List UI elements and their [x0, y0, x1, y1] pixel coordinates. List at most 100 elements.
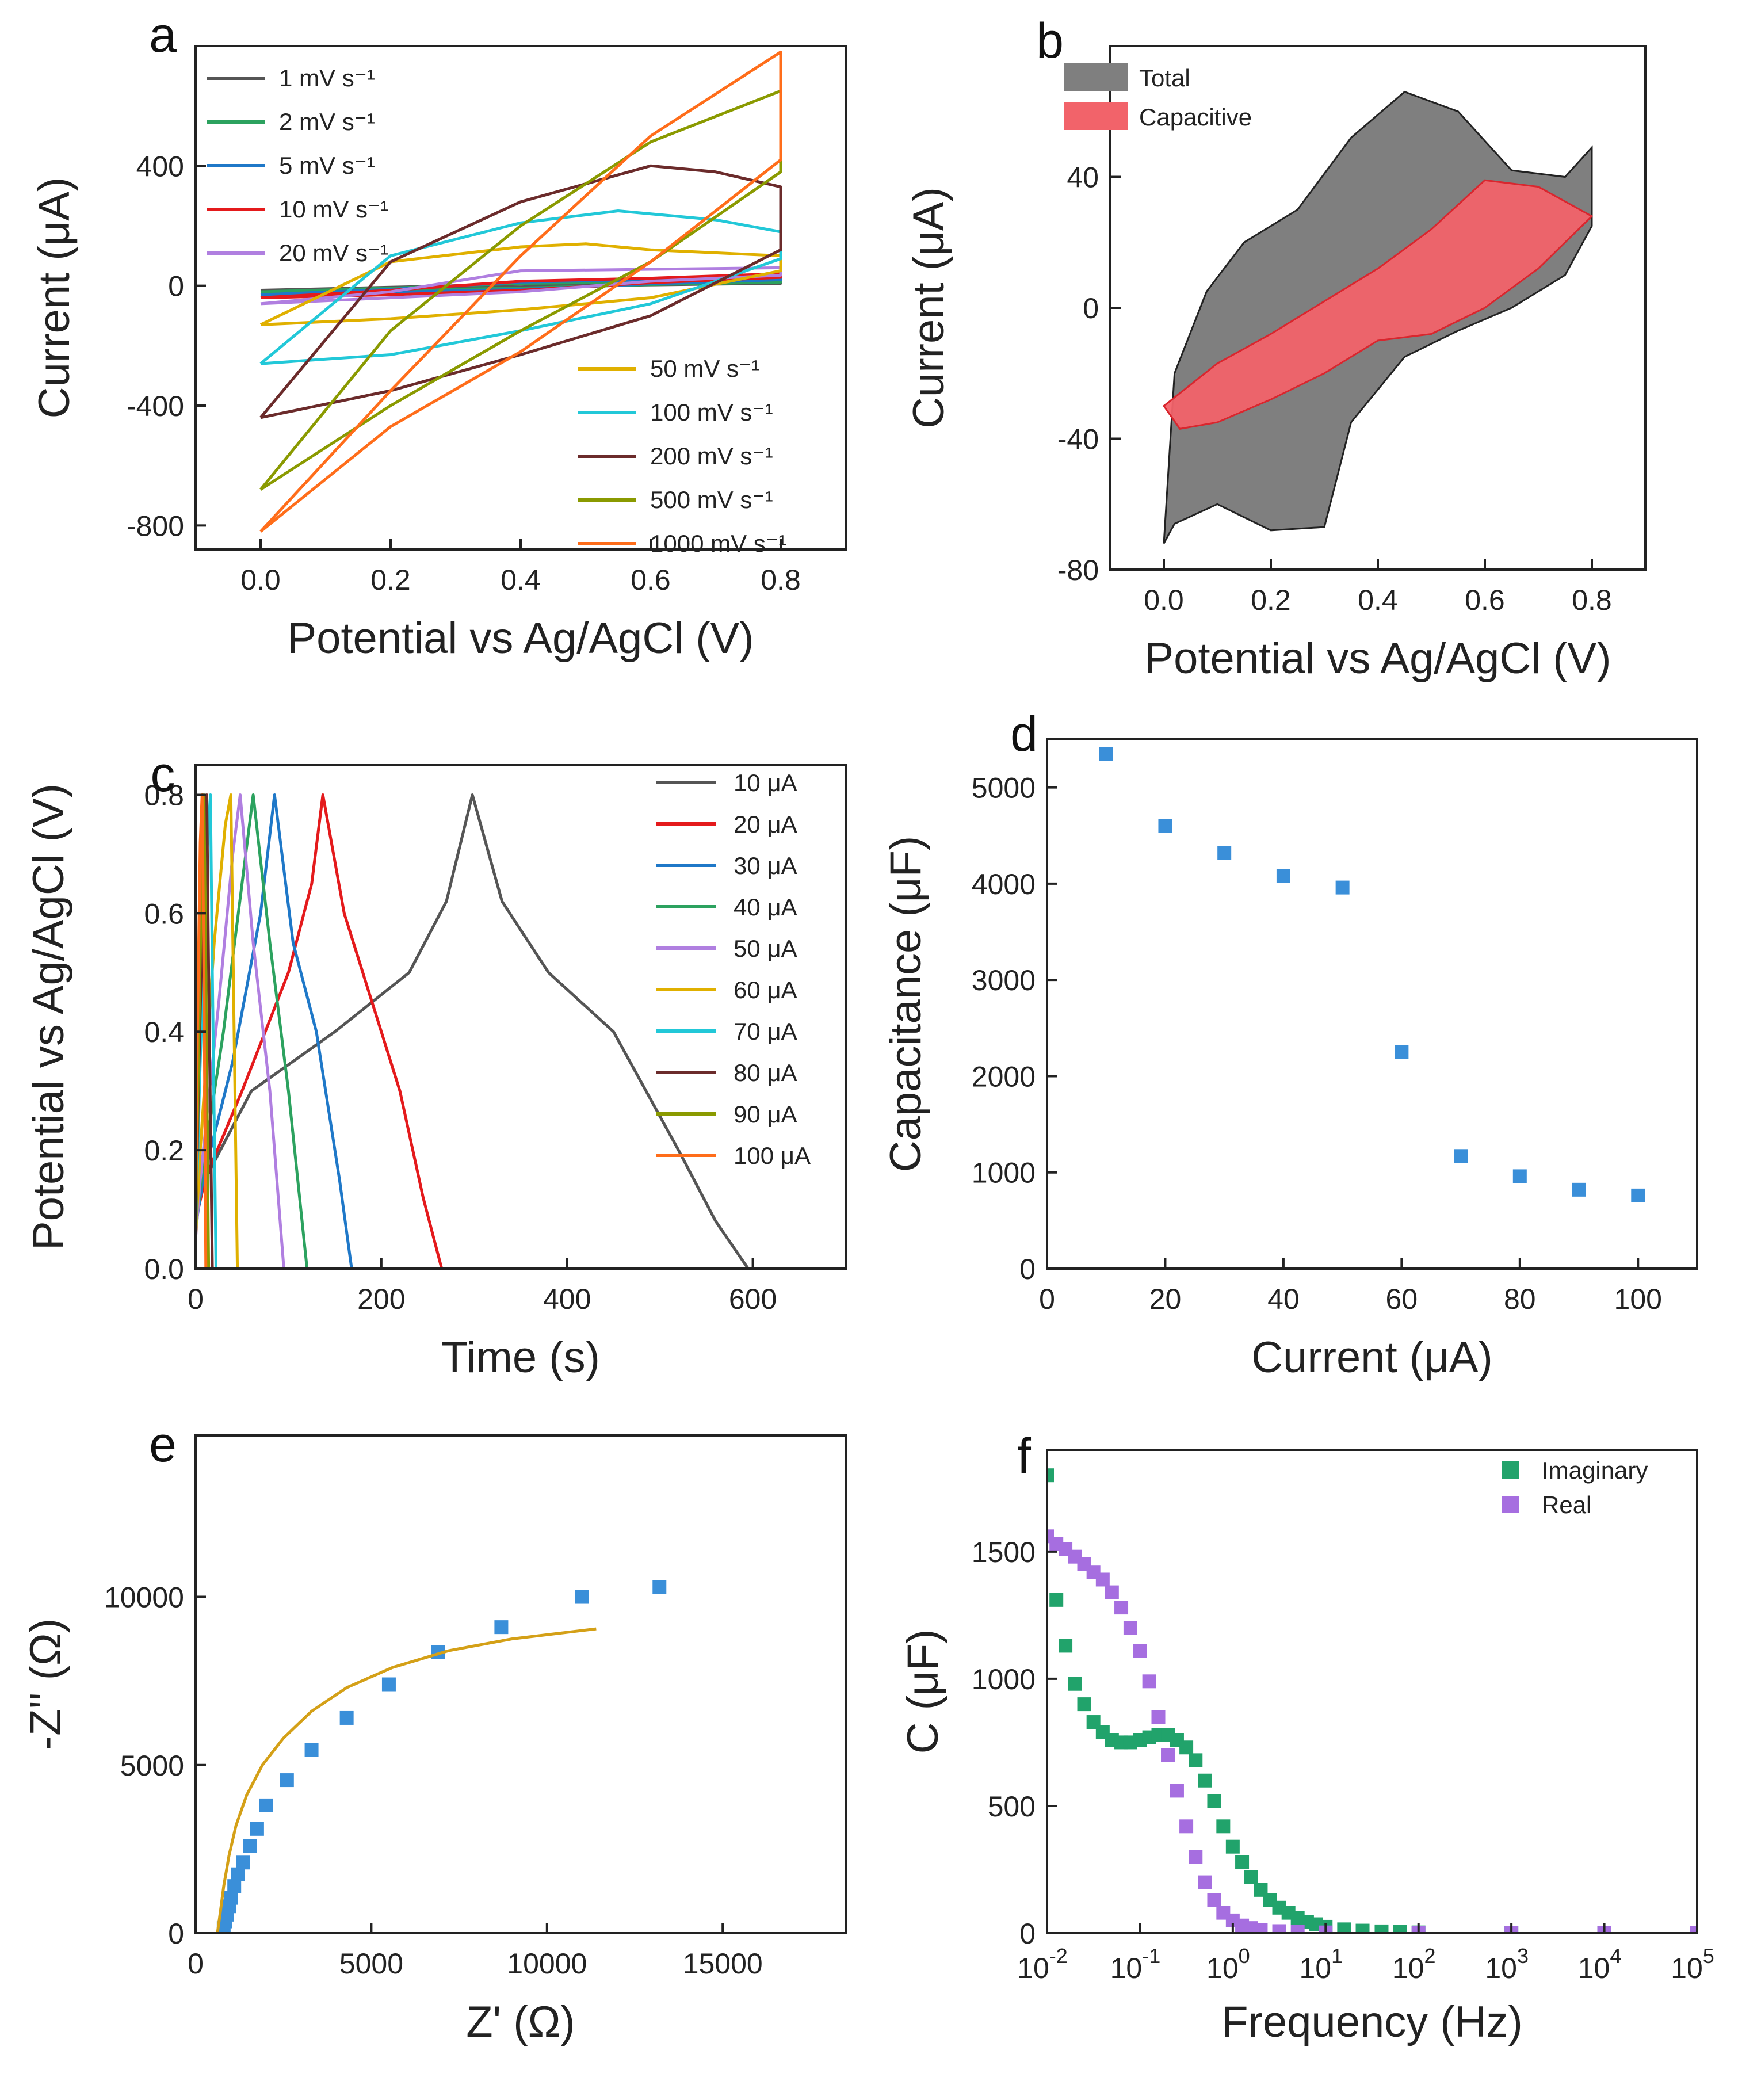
- x-tick-base: 10: [1671, 1952, 1703, 1984]
- x-tick-label-f-0: 10-2: [1017, 1944, 1068, 1984]
- data-point-d-0-9: [1631, 1188, 1645, 1202]
- plot-area-a: [259, 50, 782, 533]
- data-point-f-1-17: [1198, 1875, 1212, 1889]
- y-tick-label-a-2: 0: [168, 270, 184, 303]
- data-point-e-0-18: [652, 1580, 667, 1594]
- data-point-d-0-0: [1099, 747, 1113, 761]
- data-point-f-0-20: [1225, 1839, 1240, 1854]
- data-point-e-0-17: [575, 1590, 589, 1604]
- panel-label-a: a: [149, 7, 177, 63]
- y-tick-label-b-2: 0: [1083, 292, 1099, 324]
- y-tick-label-e-2: 10000: [104, 1582, 184, 1614]
- x-tick-label-d-4: 80: [1504, 1283, 1536, 1315]
- x-tick-exponent: 4: [1610, 1944, 1621, 1968]
- data-point-f-1-25: [1290, 1925, 1305, 1933]
- data-point-f-1-6: [1095, 1572, 1110, 1587]
- data-point-e-0-14: [381, 1677, 396, 1692]
- x-tick-label-d-3: 60: [1386, 1283, 1418, 1315]
- plot-area-f: [1047, 1468, 1697, 1933]
- y-tick-label-b-0: -80: [1057, 554, 1099, 586]
- data-point-f-0-17: [1198, 1773, 1212, 1788]
- plot-area-b: [1162, 90, 1594, 544]
- data-point-d-0-4: [1335, 880, 1350, 895]
- data-point-f-0-2: [1059, 1639, 1073, 1653]
- panel-label-e: e: [149, 1417, 177, 1472]
- panel-label-c: c: [151, 747, 175, 802]
- legend-label-c-7: 80 μA: [734, 1059, 797, 1086]
- data-point-e-0-13: [339, 1710, 354, 1725]
- x-tick-label-a-4: 0.8: [761, 564, 801, 596]
- x-tick-label-f-1: 10-1: [1110, 1944, 1161, 1984]
- plot-frame-f: [1046, 1449, 1698, 1934]
- data-point-f-1-12: [1151, 1710, 1166, 1724]
- x-axis-title-d: Current (μA): [1251, 1333, 1493, 1382]
- x-tick-label-d-5: 100: [1614, 1283, 1662, 1315]
- plot-frame-d: [1046, 738, 1698, 1270]
- y-tick-label-f-2: 1000: [972, 1663, 1036, 1696]
- x-axis-title-f: Frequency (Hz): [1221, 1998, 1523, 2046]
- x-tick-exponent: -1: [1142, 1944, 1160, 1968]
- legend-label-f-1: Real: [1542, 1491, 1591, 1518]
- data-point-f-1-10: [1133, 1644, 1147, 1658]
- y-tick-label-d-2: 2000: [972, 1060, 1036, 1093]
- plot-area-d: [1099, 747, 1645, 1202]
- panel-a: 0.0 0.2 0.4 0.6 0.8 -800 -400 0 400 Potential vs …: [30, 7, 847, 663]
- x-tick-label-d-2: 40: [1267, 1283, 1300, 1315]
- x-tick-label-c-2: 400: [543, 1283, 591, 1315]
- x-tick-label-a-1: 0.2: [370, 564, 411, 596]
- data-point-d-0-5: [1395, 1045, 1409, 1059]
- legend-label-a-1-1: 100 mV s⁻¹: [650, 399, 773, 426]
- y-tick-label-a-0: -800: [127, 510, 184, 542]
- data-point-f-0-19: [1216, 1819, 1231, 1834]
- data-point-f-1-14: [1170, 1784, 1184, 1798]
- data-point-d-0-8: [1572, 1182, 1586, 1197]
- x-tick-label-e-1: 5000: [339, 1948, 403, 1980]
- legend-label-c-3: 40 μA: [734, 894, 797, 921]
- x-tick-label-f-2: 100: [1206, 1944, 1250, 1984]
- legend-label-a-0-2: 5 mV s⁻¹: [279, 152, 375, 179]
- x-tick-label-a-3: 0.6: [631, 564, 671, 596]
- legend-swatch-b-0: [1064, 63, 1128, 91]
- y-tick-label-b-3: 40: [1067, 162, 1099, 194]
- series-capacitive-area: [1162, 179, 1594, 430]
- data-point-e-0-10: [259, 1798, 273, 1812]
- legend-label-c-5: 60 μA: [734, 976, 797, 1003]
- data-point-f-1-8: [1114, 1601, 1129, 1615]
- y-tick-label-f-1: 500: [988, 1790, 1036, 1823]
- y-tick-label-c-2: 0.4: [144, 1016, 184, 1048]
- legend-label-a-0-4: 20 mV s⁻¹: [279, 239, 388, 266]
- data-point-f-0-32: [1355, 1923, 1370, 1933]
- x-tick-base: 10: [1017, 1952, 1049, 1984]
- y-axis-title-b: Current (μA): [904, 187, 953, 429]
- x-tick-label-d-1: 20: [1149, 1283, 1182, 1315]
- x-tick-base: 10: [1392, 1952, 1424, 1984]
- series-a-9-line: [259, 50, 782, 533]
- panel-f: 10-2 10-1 100 101 102 103 104 105050010001500Fr…: [899, 1429, 1714, 2046]
- panel-label-d: d: [1010, 707, 1038, 762]
- y-tick-label-c-0: 0.0: [144, 1253, 184, 1285]
- x-axis-title-e: Z' (Ω): [466, 1998, 575, 2046]
- data-point-e-0-5: [227, 1879, 242, 1893]
- legend-label-c-8: 90 μA: [734, 1101, 797, 1128]
- legend-swatch-f-0: [1502, 1461, 1519, 1479]
- legend-label-c-9: 100 μA: [734, 1142, 811, 1169]
- y-tick-label-d-4: 4000: [972, 868, 1036, 900]
- data-point-e-0-9: [250, 1822, 264, 1836]
- legend-label-a-0-3: 10 mV s⁻¹: [279, 196, 388, 223]
- y-tick-label-d-5: 5000: [972, 772, 1036, 804]
- data-point-f-1-11: [1142, 1674, 1156, 1689]
- x-tick-exponent: 3: [1517, 1944, 1529, 1968]
- legend-label-a-1-4: 1000 mV s⁻¹: [650, 530, 786, 557]
- y-tick-label-c-1: 0.2: [144, 1135, 184, 1167]
- y-tick-label-f-3: 1500: [972, 1536, 1036, 1568]
- y-tick-label-d-3: 3000: [972, 964, 1036, 996]
- panel-label-b: b: [1036, 13, 1064, 68]
- legend-label-a-0-0: 1 mV s⁻¹: [279, 64, 375, 91]
- data-point-f-1-18: [1207, 1893, 1221, 1907]
- x-tick-label-b-4: 0.8: [1572, 584, 1612, 616]
- data-point-e-0-4: [224, 1891, 238, 1905]
- legend-swatch-b-1: [1064, 102, 1128, 130]
- legend-label-c-4: 50 μA: [734, 935, 797, 962]
- data-point-f-1-24: [1272, 1924, 1286, 1933]
- x-tick-label-f-7: 105: [1671, 1944, 1714, 1984]
